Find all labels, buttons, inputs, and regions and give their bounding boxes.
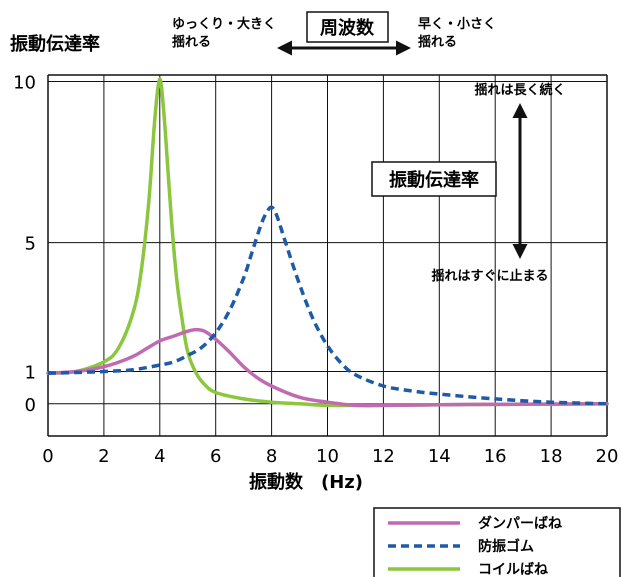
series-layer (46, 77, 609, 408)
tick-labels: 0 2 4 6 8 10 12 14 16 18 20 0 1 5 10 (13, 72, 618, 467)
series-rubber-isolator (47, 205, 608, 406)
x-tick-label-8: 8 (266, 446, 277, 467)
x-tick-label-18: 18 (540, 446, 563, 467)
x-tick-label-14: 14 (428, 446, 451, 467)
y-tick-label-10: 10 (13, 72, 36, 93)
axes (47, 74, 608, 437)
x-tick-label-10: 10 (316, 446, 339, 467)
series-damper-spring (46, 327, 609, 408)
transmissibility-label: 振動伝達率 (389, 169, 479, 191)
grid (48, 75, 607, 436)
frequency-label-box (306, 11, 389, 43)
x-tick-label-2: 2 (98, 446, 109, 467)
x-tick-label-16: 16 (484, 446, 507, 467)
x-axis-label: 振動数 (Hz) (249, 471, 363, 493)
legend: ダンパーばね 防振ゴム コイルばね (373, 507, 621, 577)
legend-label-damper: ダンパーばね (478, 515, 562, 532)
legend-label-coil: コイルばね (478, 562, 548, 577)
x-tick-label-12: 12 (372, 446, 395, 467)
x-tick-label-6: 6 (210, 446, 221, 467)
legend-label-rubber: 防振ゴム (478, 538, 534, 555)
long-shaking-label: 揺れは長く続く (474, 82, 565, 98)
frequency-label: 周波数 (320, 17, 375, 39)
x-tick-label-0: 0 (42, 446, 53, 467)
y-tick-label-1: 1 (25, 363, 36, 384)
legend-box (373, 507, 621, 577)
fast-small-label-line2: 揺れる (418, 34, 457, 50)
slow-large-label-line1: ゆっくり・大きく (172, 16, 276, 32)
y-axis-label: 振動伝達率 (10, 33, 100, 55)
y-tick-label-0: 0 (25, 395, 36, 416)
transmissibility-label-box (371, 161, 497, 197)
x-tick-label-20: 20 (596, 446, 619, 467)
stops-quickly-label: 揺れはすぐに止まる (431, 268, 548, 284)
fast-small-label-line1: 早く・小さく (418, 17, 496, 32)
x-tick-label-4: 4 (154, 446, 165, 467)
slow-large-label-line2: 揺れる (172, 34, 211, 50)
y-tick-label-5: 5 (25, 234, 36, 255)
